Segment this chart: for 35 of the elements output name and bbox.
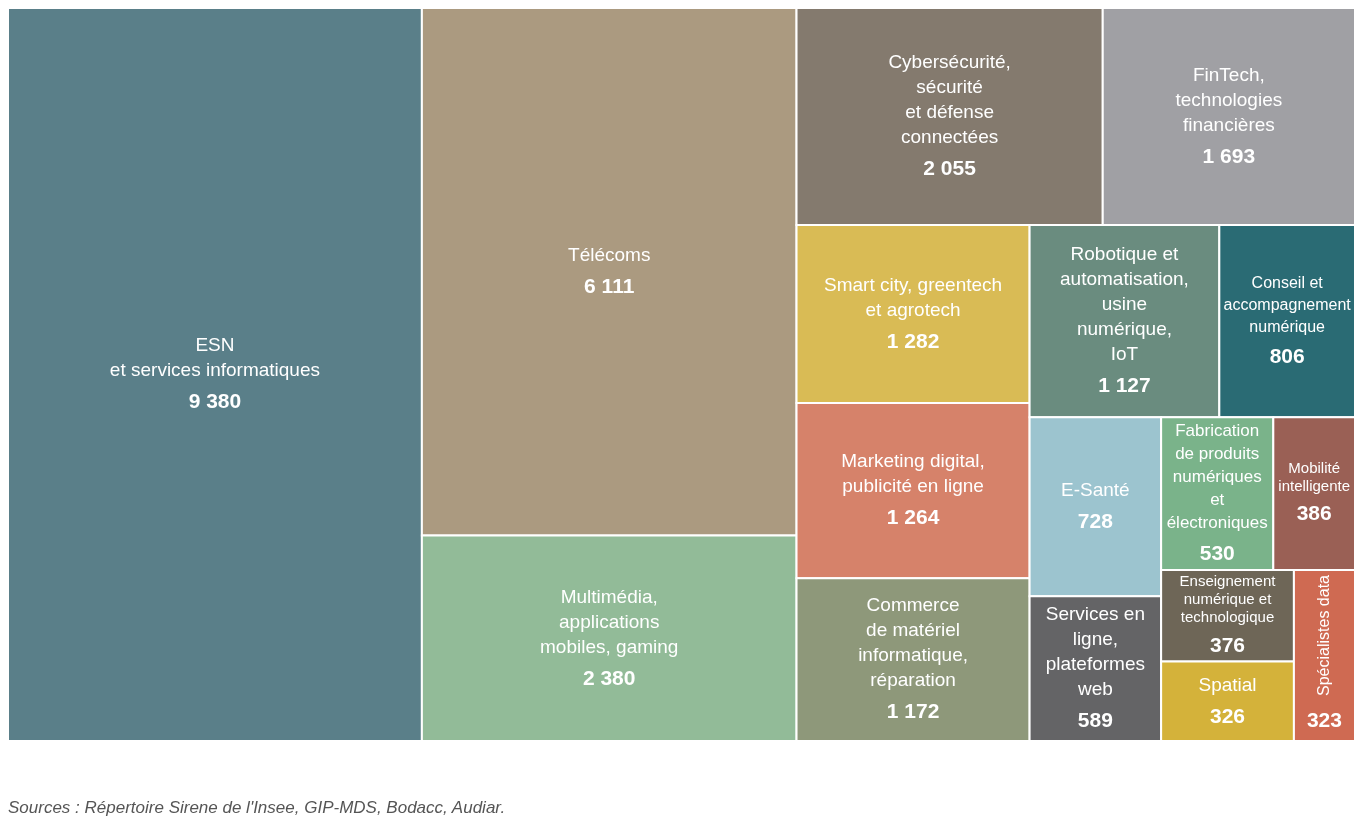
data-label: 806 [1269, 343, 1305, 367]
data-label: 376 [1210, 632, 1246, 656]
category-label: FinTech, technologies financières [1175, 63, 1283, 135]
category-label: Robotique et automatisation, usine numérique, IoT [1060, 243, 1189, 365]
category-label: Commerce de matériel informatique, réparation [858, 594, 968, 691]
category-label: Marketing digital, publicité en ligne [841, 450, 985, 497]
category-label: Fabrication de produits numériques et électroniques [1166, 421, 1268, 533]
data-label: 1 693 [1202, 143, 1256, 167]
category-label: E-Santé [1061, 478, 1130, 500]
category-label: Cybersécurité, sécurité et défense connectées [888, 51, 1011, 148]
data-label: 326 [1210, 703, 1246, 727]
category-label: Services en ligne, plateformes web [1045, 603, 1146, 700]
category-label: Conseil et accompagnement numérique [1223, 273, 1352, 335]
category-label: Spatial [1198, 673, 1257, 695]
category-label: Télécoms [568, 244, 651, 266]
data-label: 1 127 [1098, 373, 1151, 397]
data-label: 6 111 [584, 274, 635, 298]
category-label: ESN et services informatiques [109, 334, 321, 381]
data-label: 386 [1296, 501, 1332, 525]
category-label: Multimédia, applications mobiles, gaming [540, 585, 679, 657]
category-label: Mobilité intelligente [1278, 458, 1351, 494]
source-note: Sources : Répertoire Sirene de l'Insee, GIP-MDS, Bodacc, Audiar. [8, 798, 506, 818]
category-label: Smart city, greentech et agrotech [824, 273, 1003, 320]
category-label: Enseignement numérique et technologique [1179, 571, 1277, 625]
data-label: 323 [1306, 707, 1342, 731]
category-label: Spécialistes data [1314, 574, 1332, 696]
data-label: 589 [1077, 708, 1113, 732]
data-label: 9 380 [188, 389, 242, 413]
data-label: 1 264 [886, 505, 940, 529]
data-label: 1 282 [886, 328, 940, 352]
data-label: 728 [1077, 508, 1114, 532]
data-label: 2 055 [923, 156, 977, 180]
data-label: 1 172 [886, 699, 940, 723]
data-label: 530 [1199, 540, 1235, 564]
data-label: 2 380 [582, 665, 636, 689]
